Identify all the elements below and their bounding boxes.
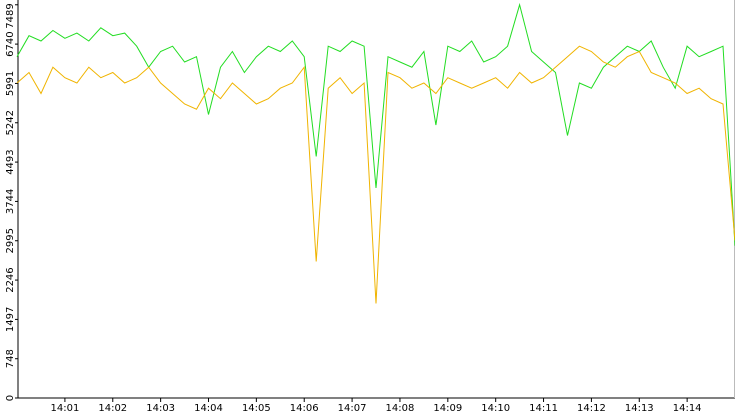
y-tick-label: 3744 <box>5 189 16 214</box>
y-tick-label: 2246 <box>5 267 16 292</box>
y-tick-label: 5242 <box>5 110 16 135</box>
y-tick-label: 6740 <box>5 31 16 56</box>
x-tick-label: 14:13 <box>625 403 654 414</box>
x-tick-label: 14:05 <box>242 403 271 414</box>
y-tick-label: 0 <box>5 395 16 401</box>
x-tick-label: 14:06 <box>290 403 319 414</box>
x-tick-label: 14:14 <box>673 403 702 414</box>
series-line <box>16 2 735 246</box>
y-tick-label: 2995 <box>5 228 16 253</box>
x-tick-label: 14:11 <box>529 403 558 414</box>
x-tick-label: 14:08 <box>386 403 415 414</box>
x-tick-label: 14:09 <box>433 403 462 414</box>
x-tick-label: 14:02 <box>98 403 127 414</box>
y-tick-label: 4493 <box>5 149 16 174</box>
x-tick-label: 14:01 <box>50 403 79 414</box>
y-tick-label: 1497 <box>5 307 16 332</box>
x-tick-label: 14:10 <box>481 403 510 414</box>
series-line <box>16 45 735 304</box>
x-tick-label: 14:12 <box>577 403 606 414</box>
y-tick-label: 5991 <box>5 71 16 96</box>
y-tick-label: 7489 <box>5 3 16 28</box>
y-tick-label: 748 <box>5 349 16 368</box>
x-tick-label: 14:03 <box>146 403 175 414</box>
x-tick-label: 14:04 <box>194 403 223 414</box>
x-tick-label: 14:07 <box>338 403 367 414</box>
